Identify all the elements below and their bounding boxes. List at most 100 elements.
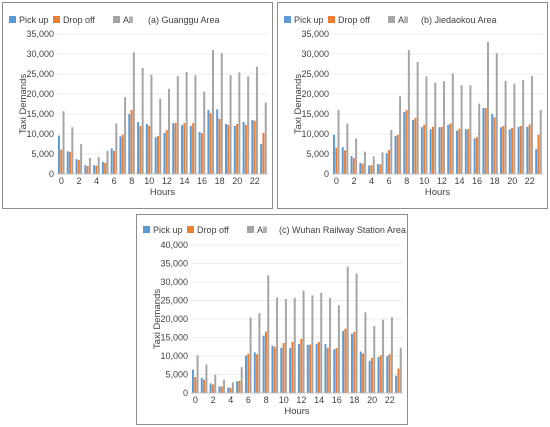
x-tick-label: 8 — [404, 176, 409, 186]
bar-pick-up-hour-22 — [386, 356, 389, 393]
bar-drop-off-hour-22 — [388, 354, 391, 393]
bar-pick-up-hour-23 — [260, 144, 263, 174]
bar-drop-off-hour-8 — [264, 331, 267, 393]
x-tick-label: 18 — [349, 395, 359, 405]
y-tick-label: 15,000 — [160, 333, 188, 343]
bar-all-hour-15 — [329, 297, 332, 393]
bar-pick-up-hour-20 — [233, 126, 236, 174]
bar-pick-up-hour-4 — [368, 165, 371, 174]
bar-drop-off-hour-15 — [192, 123, 195, 174]
bar-all-hour-13 — [176, 76, 179, 174]
y-tick-label: 25,000 — [160, 296, 188, 306]
bar-pick-up-hour-22 — [526, 126, 529, 174]
x-tick-label: 20 — [367, 395, 377, 405]
bar-pick-up-hour-23 — [395, 375, 398, 393]
bar-drop-off-hour-18 — [493, 117, 496, 174]
bar-all-hour-13 — [311, 295, 314, 393]
bar-all-hour-23 — [399, 347, 402, 393]
bar-all-hour-3 — [223, 379, 226, 393]
bar-pick-up-hour-3 — [84, 165, 87, 174]
bar-pick-up-hour-14 — [315, 343, 318, 393]
panel-label: (a) Guanggu Area — [148, 15, 220, 25]
bar-all-hour-8 — [132, 52, 135, 174]
x-tick-label: 22 — [385, 395, 395, 405]
bar-drop-off-hour-10 — [423, 124, 426, 174]
bar-all-hour-17 — [486, 42, 489, 174]
legend-swatch-pick-up — [143, 226, 150, 233]
bar-pick-up-hour-11 — [429, 129, 432, 174]
x-tick-label: 10 — [419, 176, 429, 186]
legend-label-all: All — [123, 15, 133, 25]
x-tick-label: 16 — [197, 176, 207, 186]
x-tick-label: 22 — [250, 176, 260, 186]
y-tick-label: 35,000 — [160, 259, 188, 269]
bar-all-hour-17 — [346, 266, 349, 393]
bar-all-hour-0 — [62, 111, 65, 174]
x-tick-label: 20 — [507, 176, 517, 186]
panel-label: (c) Wuhan Railway Station Area — [279, 225, 406, 235]
bar-drop-off-hour-9 — [414, 118, 417, 174]
y-tick-label: 10,000 — [301, 129, 329, 139]
bar-drop-off-hour-13 — [174, 122, 177, 174]
bar-all-hour-5 — [240, 367, 243, 393]
bar-pick-up-hour-10 — [145, 124, 148, 174]
bar-pick-up-hour-2 — [209, 383, 212, 393]
bar-pick-up-hour-0 — [191, 369, 194, 393]
bar-all-hour-1 — [346, 123, 349, 174]
x-tick-label: 12 — [296, 395, 306, 405]
x-tick-label: 22 — [525, 176, 535, 186]
bar-pick-up-hour-9 — [412, 120, 415, 174]
bar-drop-off-hour-11 — [156, 136, 159, 174]
bar-pick-up-hour-8 — [262, 335, 265, 393]
bar-pick-up-hour-17 — [207, 110, 210, 174]
bar-drop-off-hour-15 — [467, 129, 470, 174]
bar-all-hour-18 — [355, 273, 358, 393]
bar-pick-up-hour-14 — [456, 130, 459, 174]
bar-all-hour-14 — [185, 72, 188, 174]
bar-all-hour-21 — [247, 76, 250, 174]
x-axis-label: Hours — [150, 187, 176, 198]
bar-pick-up-hour-8 — [128, 114, 131, 174]
bar-all-hour-1 — [71, 127, 74, 174]
chart-wuhan-railway-station: 0 5,000 10,000 15,000 20,000 25,000 30,000 35,0… — [143, 225, 406, 417]
bar-pick-up-hour-7 — [119, 136, 122, 174]
bar-pick-up-hour-19 — [500, 127, 502, 174]
bar-all-hour-4 — [372, 156, 375, 174]
bar-all-hour-12 — [443, 81, 446, 174]
bar-drop-off-hour-19 — [362, 353, 365, 393]
y-tick-label: 5,000 — [165, 370, 188, 380]
bar-all-hour-10 — [150, 74, 153, 174]
y-axis-label: Taxi Demands — [152, 289, 163, 349]
bar-drop-off-hour-6 — [113, 150, 115, 174]
bar-all-hour-11 — [434, 82, 437, 174]
bar-all-hour-16 — [337, 305, 340, 393]
bar-pick-up-hour-1 — [66, 151, 69, 174]
x-tick-label: 18 — [490, 176, 500, 186]
bar-pick-up-hour-15 — [324, 344, 327, 393]
bar-all-hour-23 — [264, 102, 267, 174]
chart-panel-jiedaokou: 0 5,000 10,000 15,000 20,000 25,000 30,000 35,0… — [277, 2, 548, 209]
bar-drop-off-hour-18 — [218, 118, 221, 174]
bar-pick-up-hour-23 — [535, 149, 538, 174]
bar-drop-off-hour-9 — [273, 346, 276, 393]
y-tick-label: 40,000 — [160, 240, 188, 250]
y-tick-label: 0 — [49, 169, 54, 179]
bar-drop-off-hour-6 — [388, 150, 390, 174]
bar-drop-off-hour-3 — [86, 166, 89, 174]
legend-swatch-pick-up — [284, 16, 291, 23]
bar-drop-off-hour-12 — [440, 126, 443, 174]
bar-all-hour-19 — [504, 80, 507, 174]
y-tick-label: 0 — [324, 169, 329, 179]
bar-drop-off-hour-12 — [165, 130, 168, 174]
bar-all-hour-20 — [238, 72, 241, 174]
bar-drop-off-hour-5 — [104, 162, 107, 174]
bar-drop-off-hour-14 — [183, 123, 186, 174]
bar-all-hour-21 — [522, 80, 525, 174]
bar-all-hour-18 — [220, 53, 223, 175]
bar-drop-off-hour-1 — [344, 150, 347, 174]
bar-all-hour-20 — [373, 326, 376, 393]
legend-label-pick-up: Pick up — [19, 15, 49, 25]
bar-pick-up-hour-21 — [377, 357, 380, 393]
x-tick-label: 18 — [215, 176, 225, 186]
legend-swatch-all — [388, 16, 395, 23]
